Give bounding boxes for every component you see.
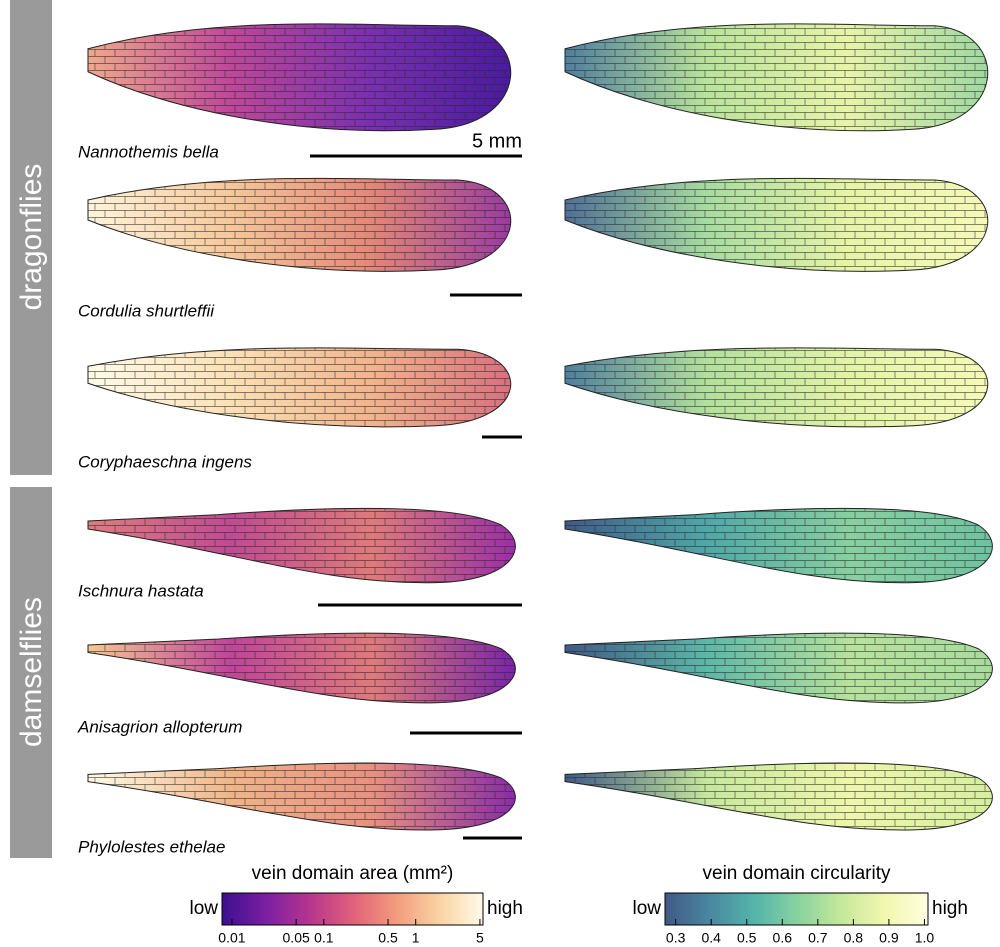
- wing-veins: [565, 763, 993, 830]
- colorbar: [221, 892, 484, 926]
- group-bar: [10, 487, 52, 858]
- colorbar-low: low: [632, 898, 661, 919]
- colorbar-tick-label: 0.1: [314, 930, 334, 946]
- colorbar-tick-label: 0.6: [773, 930, 793, 946]
- colorbar-tick-label: 5: [476, 930, 484, 946]
- wing-veins: [88, 508, 516, 583]
- colorbar-high: high: [932, 898, 968, 919]
- colorbar-tick-label: 0.4: [701, 930, 721, 946]
- species-label: Ischnura hastata: [78, 581, 204, 600]
- species-label: Phylolestes ethelae: [78, 837, 225, 856]
- colorbar-tick-label: 0.7: [808, 930, 828, 946]
- colorbar-tick-label: 0.01: [218, 930, 245, 946]
- wing-veins: [565, 23, 988, 131]
- colorbar-tick-label: 0.8: [844, 930, 864, 946]
- species-label: Anisagrion allopterum: [77, 717, 242, 736]
- colorbar-title: vein domain area (mm²): [252, 863, 454, 884]
- scale-bars: [310, 154, 522, 840]
- colorbar-title: vein domain circularity: [703, 863, 891, 884]
- wing-veins: [88, 763, 516, 830]
- colorbar-tick-label: 0.3: [666, 930, 686, 946]
- group-label: dragonflies: [15, 164, 48, 311]
- wing-veins: [565, 178, 988, 272]
- colorbar-high: high: [487, 898, 523, 919]
- colorbar: [664, 892, 929, 926]
- wing-veins: [88, 23, 511, 131]
- species-label: Cordulia shurtleffii: [78, 301, 215, 320]
- wing-veins: [88, 178, 511, 272]
- scale-label: 5 mm: [472, 130, 522, 152]
- colorbar-tick-label: 0.9: [879, 930, 899, 946]
- wing-veins: [565, 347, 988, 427]
- colorbar-low: low: [189, 898, 218, 919]
- colorbar-tick-label: 1.0: [915, 930, 935, 946]
- colorbar-tick-label: 1: [412, 930, 420, 946]
- species-label: Nannothemis bella: [78, 142, 219, 161]
- wing-veins: [565, 633, 993, 703]
- wing-veins: [565, 508, 993, 583]
- species-label: Coryphaeschna ingens: [78, 452, 252, 471]
- group-label: damselflies: [15, 597, 48, 747]
- wing-veins: [88, 347, 511, 427]
- wing-veins: [88, 633, 516, 703]
- group-bar: [10, 0, 52, 475]
- colorbar-tick-label: 0.05: [283, 930, 310, 946]
- colorbar-tick-label: 0.5: [378, 930, 398, 946]
- colorbar-tick-label: 0.5: [737, 930, 757, 946]
